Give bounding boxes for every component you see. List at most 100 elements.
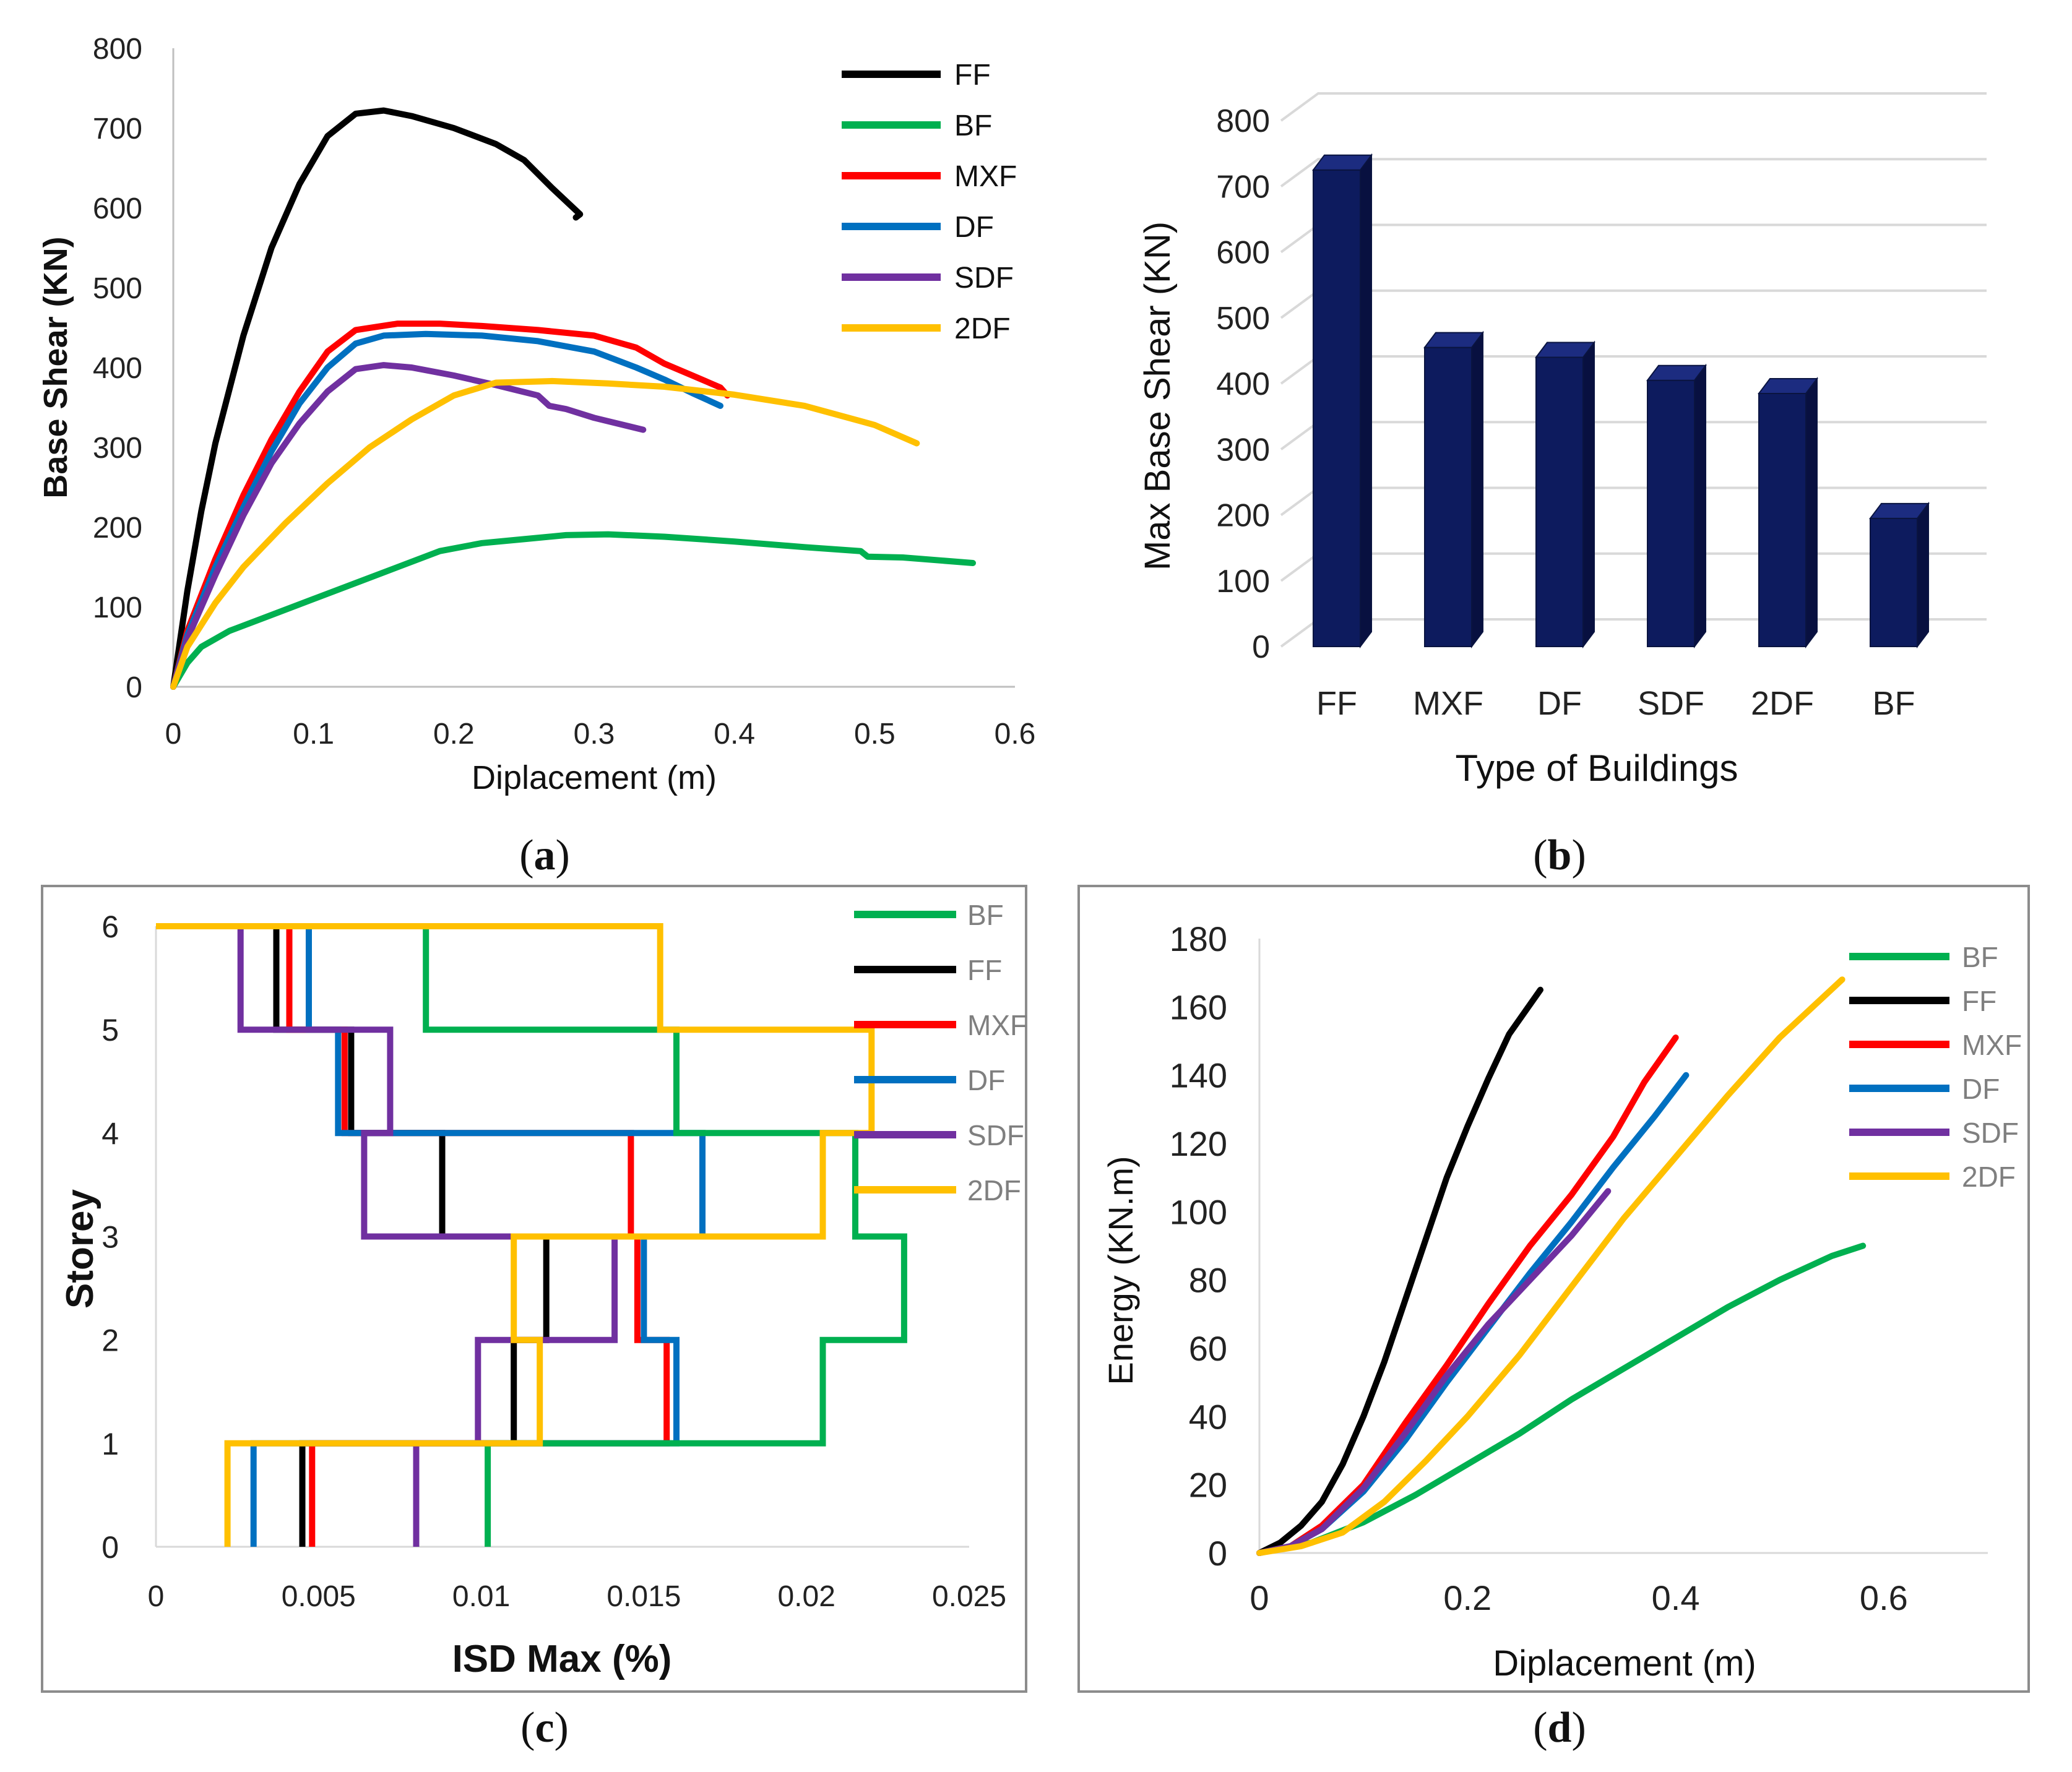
series-line-ff	[170, 107, 584, 690]
legend-label-mxf: MXF	[1962, 1029, 2022, 1061]
x-tick-label: 0.015	[606, 1580, 681, 1613]
y-tick-label: 300	[1216, 432, 1270, 468]
series-line-mxf	[170, 320, 731, 690]
legend-label-mxf: MXF	[954, 160, 1017, 193]
panel-caption: (a)	[519, 832, 570, 879]
legend-label-sdf: SDF	[954, 262, 1014, 295]
x-category-label: BF	[1872, 685, 1915, 722]
y-tick-label: 1	[101, 1427, 119, 1461]
bar-bf	[1869, 501, 1930, 648]
y-tick-label: 800	[1216, 103, 1270, 139]
bar-side	[1582, 340, 1595, 648]
y-tick-label: 0	[1208, 1534, 1227, 1573]
x-tick-label: 0	[165, 718, 182, 751]
x-category-label: 2DF	[1751, 685, 1814, 722]
legend-label-ff: FF	[967, 954, 1002, 986]
y-tick-label: 700	[93, 113, 142, 145]
x-tick-label: 0.2	[1443, 1578, 1491, 1617]
x-category-label: DF	[1537, 685, 1582, 722]
x-tick-label: 0.01	[452, 1580, 510, 1613]
x-axis-title: Diplacement (m)	[472, 759, 717, 796]
x-tick-label: 0.005	[282, 1580, 356, 1613]
x-tick-label: 0.6	[995, 718, 1036, 751]
x-axis-title: Type of Buildings	[1456, 747, 1738, 789]
chart-panel-d: 0 20 40 60 80 100 120 140 160 180 0 0.2 0.4 0.6 Diplac…	[1077, 885, 2030, 1752]
series-line-ff	[1256, 986, 1543, 1556]
series-line-2df	[170, 377, 920, 690]
bar-front	[1424, 346, 1472, 647]
panel-frame	[1077, 885, 2030, 1693]
caption-paren-open: (	[1533, 1704, 1547, 1752]
y-tick-label: 0	[101, 1530, 119, 1565]
y-tick-label: 800	[93, 33, 142, 66]
bar-df	[1535, 340, 1595, 648]
y-tick-label: 180	[1170, 919, 1227, 958]
x-tick-label: 0.4	[1652, 1578, 1700, 1617]
bar-top	[1869, 502, 1930, 519]
caption-letter: b	[1548, 832, 1572, 879]
legend-label-mxf: MXF	[967, 1009, 1027, 1041]
y-tick-label: 140	[1170, 1056, 1227, 1095]
gridline	[1280, 223, 1987, 254]
bar-front	[1313, 169, 1361, 647]
y-tick-label: 600	[93, 192, 142, 225]
x-tick-label: 0.1	[293, 718, 334, 751]
series-line-sdf	[170, 362, 647, 690]
x-axis-title: ISD Max (%)	[452, 1638, 672, 1680]
x-tick-label: 0.6	[1860, 1578, 1908, 1617]
y-tick-label: 20	[1189, 1466, 1227, 1505]
series-line-mxf	[1256, 1034, 1679, 1556]
bar-top	[1758, 377, 1818, 394]
caption-letter: a	[534, 832, 556, 879]
y-tick-label: 500	[1216, 301, 1270, 337]
x-tick-label: 0.02	[777, 1580, 835, 1613]
bar-top	[1312, 154, 1373, 171]
x-category-label: FF	[1316, 685, 1357, 722]
caption-paren-open: (	[1533, 832, 1547, 879]
y-tick-label: 200	[1216, 498, 1270, 534]
legend-label-2df: 2DF	[1962, 1161, 2016, 1193]
x-category-label: SDF	[1638, 685, 1704, 722]
bar-mxf	[1423, 330, 1484, 648]
series-line-bf	[170, 531, 976, 690]
bar-side	[1917, 501, 1929, 648]
caption-letter: c	[535, 1704, 554, 1752]
bar-front	[1870, 517, 1918, 647]
gridline	[1280, 289, 1987, 319]
bar-side	[1694, 363, 1706, 648]
panel-caption: (b)	[1533, 832, 1586, 879]
panel-frame	[41, 885, 1027, 1693]
bar-sdf	[1646, 363, 1707, 648]
x-tick-label: 0.3	[574, 718, 615, 751]
chart-panel-a: 0 100 200 300 400 500 600 700 800 0 0.1 0.2 0.3 0.4 0.…	[37, 33, 1035, 879]
bar-front	[1647, 379, 1695, 647]
y-tick-label: 600	[1216, 235, 1270, 271]
bar-side	[1471, 330, 1483, 648]
y-tick-label: 100	[1216, 564, 1270, 600]
y-tick-label: 400	[93, 352, 142, 385]
series-line-bf	[423, 926, 907, 1547]
series-line-2df	[156, 923, 875, 1547]
legend-label-ff: FF	[1962, 985, 1996, 1017]
y-tick-label: 0	[1252, 629, 1270, 665]
legend-label-2df: 2DF	[967, 1174, 1021, 1206]
gridline	[1280, 158, 1987, 187]
caption-paren-close: )	[555, 1704, 569, 1752]
panel-caption: (d)	[1533, 1704, 1586, 1752]
y-tick-label: 200	[93, 512, 142, 544]
series-line-sdf	[1256, 1188, 1612, 1556]
bar-side	[1805, 376, 1818, 648]
series-line-df	[170, 330, 723, 690]
y-tick-label: 4	[101, 1116, 119, 1151]
caption-paren-close: )	[1571, 832, 1586, 879]
bar-side	[1360, 153, 1372, 648]
legend-label-df: DF	[1962, 1073, 2000, 1105]
legend-label-bf: BF	[1962, 941, 1998, 973]
chart-panel-c: 0 1 2 3 4 5 6 0 0.005 0.01 0.015 0.02 0.025 ISD Max (…	[41, 885, 1027, 1752]
y-axis-title: Base Shear (KN)	[37, 236, 74, 498]
y-tick-label: 40	[1189, 1397, 1227, 1436]
bar-top	[1535, 342, 1595, 358]
bar-top	[1646, 364, 1707, 381]
y-tick-label: 500	[93, 272, 142, 305]
